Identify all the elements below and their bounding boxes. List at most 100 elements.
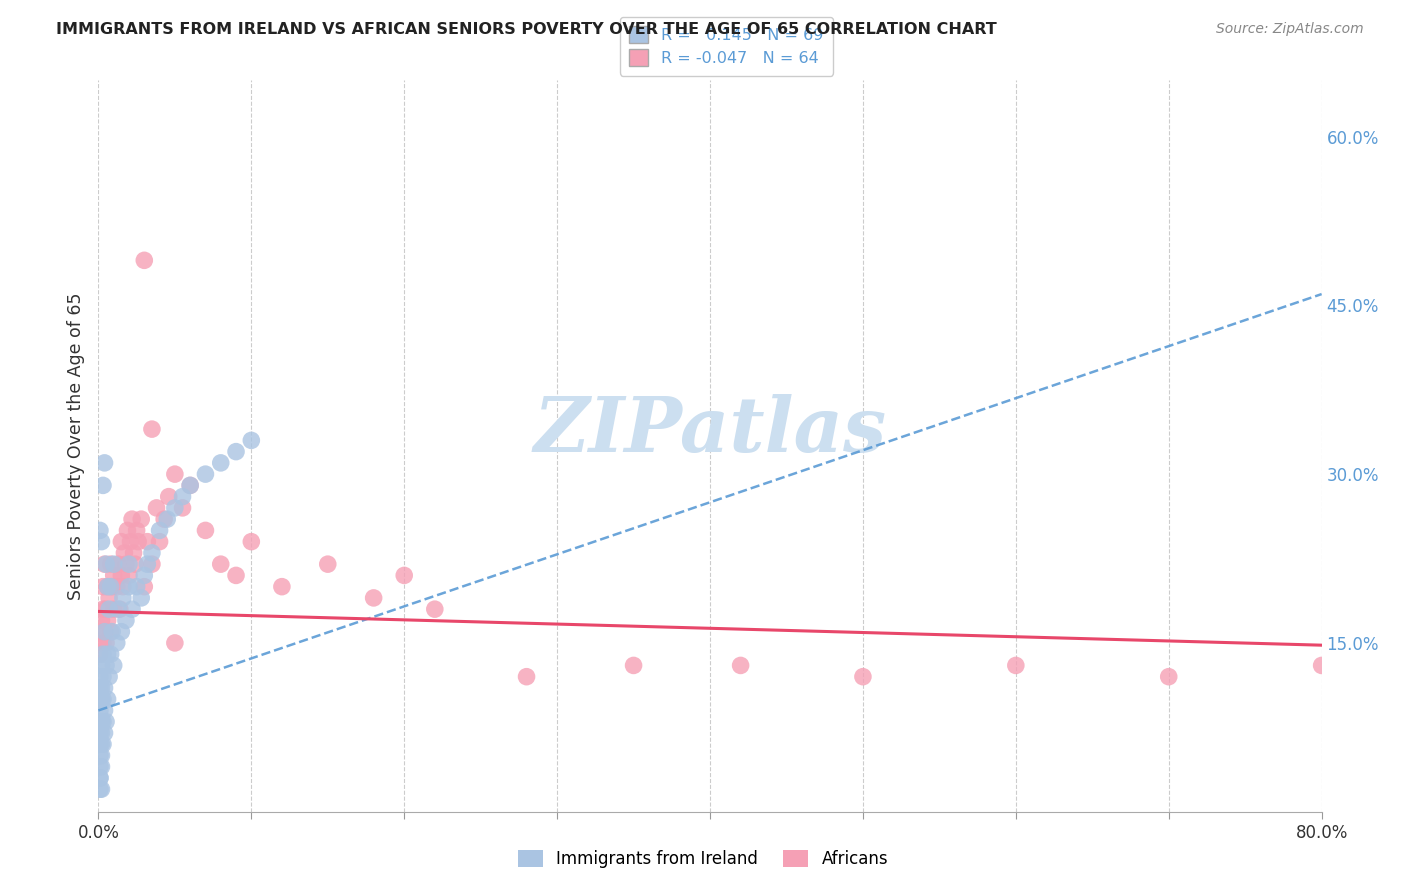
Point	[111, 580, 134, 594]
Y-axis label: Seniors Poverty Over the Age of 65: Seniors Poverty Over the Age of 65	[66, 293, 84, 599]
Point	[89, 681, 111, 695]
Point	[93, 703, 115, 717]
Point	[134, 568, 156, 582]
Point	[100, 580, 122, 594]
Point	[98, 591, 121, 605]
Point	[134, 580, 156, 594]
Point	[90, 726, 112, 740]
Point	[141, 546, 163, 560]
Point	[91, 670, 114, 684]
Point	[194, 524, 217, 538]
Point	[94, 602, 117, 616]
Point	[110, 624, 132, 639]
Point	[90, 614, 112, 628]
Point	[110, 568, 132, 582]
Point	[91, 580, 114, 594]
Point	[423, 602, 446, 616]
Point	[90, 714, 112, 729]
Point	[93, 624, 115, 639]
Point	[125, 524, 148, 538]
Point	[115, 614, 138, 628]
Point	[270, 580, 292, 594]
Point	[316, 557, 339, 571]
Point	[209, 456, 232, 470]
Point	[163, 636, 186, 650]
Point	[149, 534, 172, 549]
Point	[103, 557, 125, 571]
Point	[179, 478, 201, 492]
Text: ZIPatlas: ZIPatlas	[533, 394, 887, 468]
Point	[145, 500, 167, 515]
Point	[90, 658, 112, 673]
Point	[91, 647, 114, 661]
Point	[89, 771, 111, 785]
Point	[363, 591, 385, 605]
Point	[108, 602, 131, 616]
Point	[118, 557, 141, 571]
Point	[172, 500, 194, 515]
Point	[93, 681, 115, 695]
Point	[101, 624, 124, 639]
Point	[89, 524, 111, 538]
Point	[94, 658, 117, 673]
Point	[101, 580, 124, 594]
Point	[103, 568, 125, 582]
Point	[107, 602, 129, 616]
Point	[103, 602, 125, 616]
Point	[730, 658, 752, 673]
Point	[194, 467, 217, 482]
Point	[121, 602, 143, 616]
Point	[392, 568, 416, 582]
Point	[105, 580, 128, 594]
Point	[124, 557, 146, 571]
Point	[89, 760, 111, 774]
Point	[89, 714, 111, 729]
Point	[100, 624, 122, 639]
Point	[89, 670, 111, 684]
Point	[94, 636, 117, 650]
Point	[89, 726, 111, 740]
Point	[141, 557, 163, 571]
Point	[91, 478, 114, 492]
Point	[97, 580, 120, 594]
Point	[93, 456, 115, 470]
Point	[89, 647, 111, 661]
Point	[93, 726, 115, 740]
Point	[98, 602, 121, 616]
Point	[149, 524, 172, 538]
Point	[90, 748, 112, 763]
Legend: R =   0.145   N = 69, R = -0.047   N = 64: R = 0.145 N = 69, R = -0.047 N = 64	[620, 17, 834, 76]
Text: Source: ZipAtlas.com: Source: ZipAtlas.com	[1216, 22, 1364, 37]
Point	[89, 737, 111, 751]
Point	[91, 636, 114, 650]
Point	[163, 467, 186, 482]
Point	[107, 557, 129, 571]
Point	[136, 557, 159, 571]
Point	[97, 692, 120, 706]
Point	[89, 692, 111, 706]
Point	[93, 624, 115, 639]
Point	[127, 534, 149, 549]
Point	[111, 591, 134, 605]
Point	[118, 580, 141, 594]
Point	[89, 748, 111, 763]
Point	[90, 692, 112, 706]
Point	[156, 512, 179, 526]
Point	[97, 614, 120, 628]
Point	[1310, 658, 1333, 673]
Point	[89, 771, 111, 785]
Point	[516, 670, 538, 684]
Point	[153, 512, 176, 526]
Point	[91, 692, 114, 706]
Point	[1004, 658, 1026, 673]
Point	[141, 422, 163, 436]
Point	[90, 760, 112, 774]
Legend: Immigrants from Ireland, Africans: Immigrants from Ireland, Africans	[512, 843, 894, 875]
Point	[90, 681, 112, 695]
Point	[94, 557, 117, 571]
Point	[105, 636, 128, 650]
Point	[91, 714, 114, 729]
Point	[112, 546, 135, 560]
Point	[1157, 670, 1180, 684]
Point	[89, 782, 111, 797]
